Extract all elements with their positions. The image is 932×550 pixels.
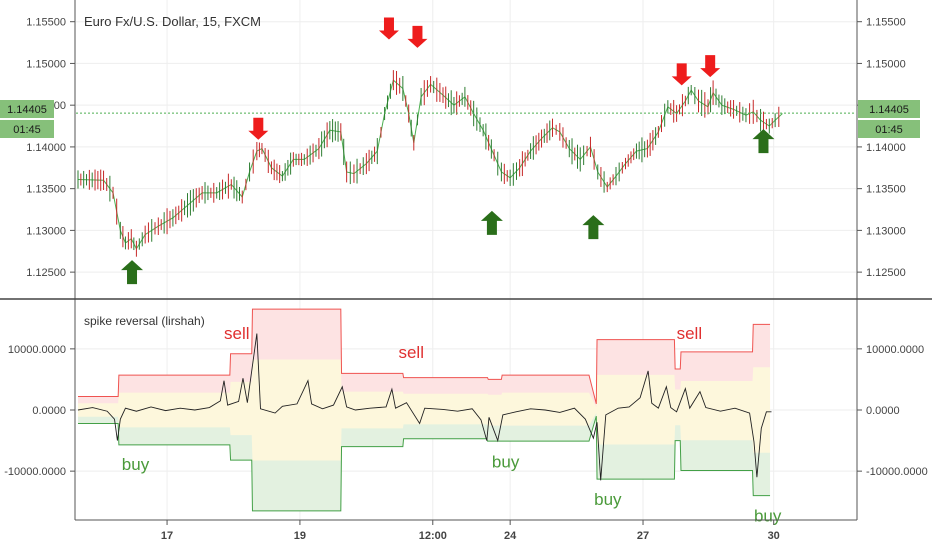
xtick-label-1: 19 — [294, 530, 306, 542]
main-ytick-left-1: 1.13000 — [26, 225, 66, 237]
countdown-tag-left-text: 01:45 — [13, 124, 41, 136]
sell-arrow-1-shape — [378, 17, 399, 40]
countdown-tag-right-text: 01:45 — [875, 124, 903, 136]
buy-label-4: buy — [492, 452, 520, 471]
indicator-y-axis-left: -10000.0000 0.0000 10000.0000 — [4, 344, 75, 478]
ind-ytick-left-0: -10000.0000 — [4, 466, 66, 478]
main-ytick-right-1: 1.13000 — [866, 225, 906, 237]
main-chart-title: Euro Fx/U.S. Dollar, 15, FXCM — [84, 14, 261, 29]
last-price-tag-right-text: 1.14405 — [869, 104, 909, 116]
xtick-label-5: 30 — [768, 530, 780, 542]
xtick-label-3: 24 — [504, 530, 517, 542]
sell-arrow-1 — [378, 17, 399, 40]
signal-arrows — [121, 17, 775, 285]
buy-label-5: buy — [594, 490, 622, 509]
sell-arrow-3-shape — [671, 63, 692, 86]
last-price-tag-left: 1.14405 01:45 — [0, 100, 54, 138]
main-ytick-right-6: 1.15500 — [866, 17, 906, 29]
buy-arrow-3-shape — [752, 129, 775, 154]
main-ytick-left-0: 1.12500 — [26, 267, 66, 279]
sell-arrow-2-shape — [407, 25, 428, 48]
main-ytick-right-5: 1.15000 — [866, 58, 906, 70]
last-price-tag-right-bg — [858, 100, 920, 118]
main-ytick-right-2: 1.13500 — [866, 184, 906, 196]
xtick-label-2: 12:00 — [419, 530, 447, 542]
buy-label-6: buy — [754, 506, 782, 525]
countdown-tag-left-bg — [0, 120, 54, 138]
buy-arrow-1 — [480, 210, 503, 235]
sell-arrow-0 — [248, 117, 269, 140]
price-series — [77, 70, 783, 257]
sell-arrow-4 — [700, 55, 721, 78]
ind-ytick-right-2: 10000.0000 — [866, 344, 924, 356]
time-axis: 17 19 12:00 24 27 30 — [161, 520, 780, 542]
main-ytick-right-0: 1.12500 — [866, 267, 906, 279]
main-ytick-left-2: 1.13500 — [26, 184, 66, 196]
xtick-label-4: 27 — [637, 530, 649, 542]
sell-arrow-2 — [407, 25, 428, 48]
oscillator-line — [77, 333, 772, 481]
sell-label-2: sell — [677, 324, 703, 343]
buy-arrow-1-shape — [480, 210, 503, 235]
main-ytick-left-6: 1.15500 — [26, 17, 66, 29]
sell-label-0: sell — [224, 324, 250, 343]
upper-band-line — [78, 308, 771, 405]
buy-arrow-2-shape — [582, 215, 605, 240]
upper-band-inner-fill — [78, 359, 771, 410]
ind-ytick-right-1: 0.0000 — [866, 405, 900, 417]
indicator-title: spike reversal (lirshah) — [84, 314, 205, 328]
main-ytick-left-3: 1.14000 — [26, 142, 66, 154]
buy-arrow-0-shape — [121, 260, 144, 285]
ind-ytick-left-1: 0.0000 — [32, 405, 66, 417]
ind-ytick-right-0: -10000.0000 — [866, 466, 928, 478]
countdown-tag-right-bg — [858, 120, 920, 138]
indicator-y-axis-right: -10000.0000 0.0000 10000.0000 — [857, 344, 928, 478]
last-price-tag-left-bg — [0, 100, 54, 118]
ind-ytick-left-2: 10000.0000 — [8, 344, 66, 356]
sell-arrow-4-shape — [700, 55, 721, 78]
indicator-labels: sell sell sell buy buy buy buy — [122, 324, 782, 525]
main-ytick-left-5: 1.15000 — [26, 58, 66, 70]
buy-arrow-3 — [752, 129, 775, 154]
sell-arrow-3 — [671, 63, 692, 86]
sell-arrow-0-shape — [248, 117, 269, 140]
xtick-label-0: 17 — [161, 530, 173, 542]
indicator-oscillator — [77, 333, 772, 481]
sell-label-1: sell — [398, 343, 424, 362]
main-y-axis-left: 1.125001.130001.135001.140001.145001.150… — [26, 17, 75, 279]
buy-label-3: buy — [122, 455, 150, 474]
last-price-tag-right: 1.14405 01:45 — [858, 100, 920, 138]
main-ytick-right-3: 1.14000 — [866, 142, 906, 154]
buy-arrow-0 — [121, 260, 144, 285]
last-price-tag-left-text: 1.14405 — [7, 104, 47, 116]
buy-arrow-2 — [582, 215, 605, 240]
